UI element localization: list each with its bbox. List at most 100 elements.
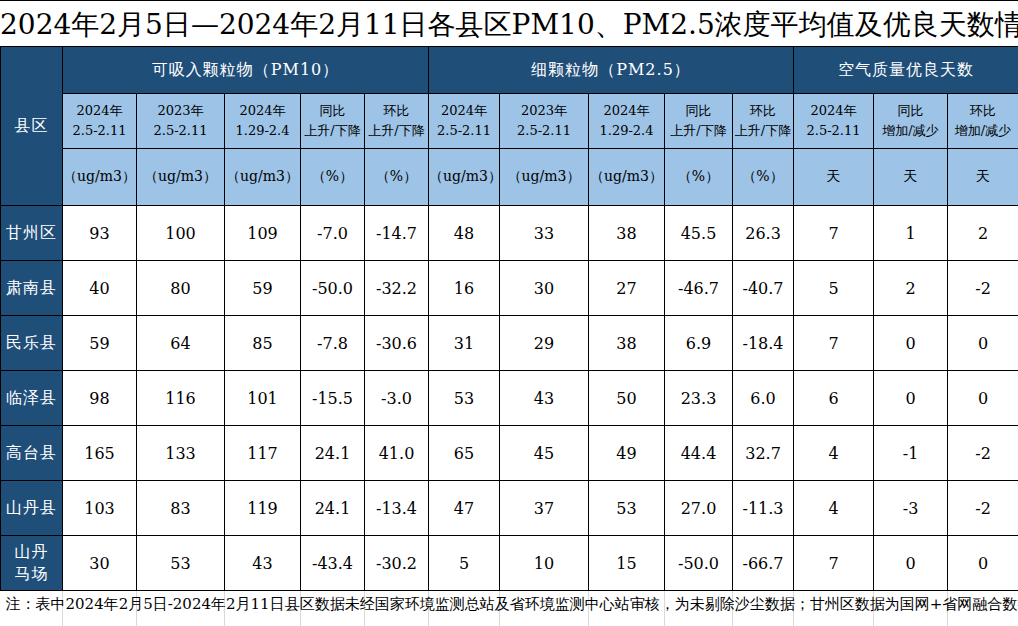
value-cell: -7.0: [301, 206, 365, 261]
value-cell: 30: [63, 536, 137, 591]
value-cell: 48: [429, 206, 500, 261]
table-row-gaotai: 高台县 165 133 117 24.1 41.0 65 45 49 44.4 …: [1, 426, 1018, 481]
value-cell: 6.9: [665, 316, 733, 371]
value-cell: 26.3: [733, 206, 794, 261]
value-cell: -15.5: [301, 371, 365, 426]
col-header: 同比 上升/下降: [301, 94, 365, 149]
corner-header-county: 县区: [1, 47, 63, 206]
value-cell: 7: [794, 316, 874, 371]
county-cell: 高台县: [1, 426, 63, 481]
value-cell: 5: [429, 536, 500, 591]
value-cell: 80: [137, 261, 225, 316]
report-page: 2024年2月5日—2024年2月11日各县区PM10、PM2.5浓度平均值及优…: [0, 0, 1018, 626]
group-header-row: 县区 可吸入颗粒物（PM10） 细颗粒物（PM2.5） 空气质量优良天数: [1, 47, 1018, 94]
value-cell: -30.2: [365, 536, 429, 591]
unit-cell: 天: [874, 149, 948, 206]
group-header-good-days: 空气质量优良天数: [794, 47, 1018, 94]
value-cell: 41.0: [365, 426, 429, 481]
value-cell: 53: [589, 481, 665, 536]
value-cell: 7: [794, 206, 874, 261]
value-cell: 24.1: [301, 481, 365, 536]
value-cell: -11.3: [733, 481, 794, 536]
value-cell: 27.0: [665, 481, 733, 536]
unit-cell: （%）: [301, 149, 365, 206]
col-header: 2024年 2.5-2.11: [63, 94, 137, 149]
value-cell: 6.0: [733, 371, 794, 426]
value-cell: 1: [874, 206, 948, 261]
col-header: 2024年 1.29-2.4: [225, 94, 301, 149]
table-row-shandan-machang: 山丹 马场 30 53 43 -43.4 -30.2 5 10 15 -50.0…: [1, 536, 1018, 591]
value-cell: 31: [429, 316, 500, 371]
value-cell: 0: [874, 316, 948, 371]
value-cell: -40.7: [733, 261, 794, 316]
county-cell: 山丹 马场: [1, 536, 63, 591]
value-cell: -30.6: [365, 316, 429, 371]
value-cell: 0: [874, 371, 948, 426]
value-cell: 23.3: [665, 371, 733, 426]
value-cell: 5: [794, 261, 874, 316]
value-cell: 43: [225, 536, 301, 591]
value-cell: 0: [948, 371, 1018, 426]
table-row-ganzhou: 甘州区 93 100 109 -7.0 -14.7 48 33 38 45.5 …: [1, 206, 1018, 261]
page-title: 2024年2月5日—2024年2月11日各县区PM10、PM2.5浓度平均值及优…: [0, 1, 1018, 46]
footnote-row: 注：表中2024年2月5日-2024年2月11日县区数据未经国家环境监测总站及省…: [1, 591, 1018, 626]
table-row-linze: 临泽县 98 116 101 -15.5 -3.0 53 43 50 23.3 …: [1, 371, 1018, 426]
value-cell: -66.7: [733, 536, 794, 591]
col-header: 2024年 2.5-2.11: [429, 94, 500, 149]
value-cell: 83: [137, 481, 225, 536]
value-cell: 7: [794, 536, 874, 591]
col-header: 2024年 2.5-2.11: [794, 94, 874, 149]
value-cell: 85: [225, 316, 301, 371]
col-header: 环比 上升/下降: [365, 94, 429, 149]
group-header-pm10: 可吸入颗粒物（PM10）: [63, 47, 429, 94]
sub-header-row: 2024年 2.5-2.11 2023年 2.5-2.11 2024年 1.29…: [1, 94, 1018, 149]
value-cell: 119: [225, 481, 301, 536]
unit-cell: （%）: [365, 149, 429, 206]
value-cell: -18.4: [733, 316, 794, 371]
col-header: 环比 上升/下降: [733, 94, 794, 149]
county-cell: 山丹县: [1, 481, 63, 536]
value-cell: -50.0: [665, 536, 733, 591]
col-header: 同比 增加/减少: [874, 94, 948, 149]
county-cell: 临泽县: [1, 371, 63, 426]
table-row-sunan: 肃南县 40 80 59 -50.0 -32.2 16 30 27 -46.7 …: [1, 261, 1018, 316]
value-cell: 45.5: [665, 206, 733, 261]
col-header: 2024年 1.29-2.4: [589, 94, 665, 149]
value-cell: -2: [948, 426, 1018, 481]
county-cell: 肃南县: [1, 261, 63, 316]
value-cell: 65: [429, 426, 500, 481]
value-cell: 53: [137, 536, 225, 591]
value-cell: -3.0: [365, 371, 429, 426]
value-cell: 4: [794, 426, 874, 481]
value-cell: 98: [63, 371, 137, 426]
value-cell: -2: [948, 261, 1018, 316]
unit-cell: （ug/m3）: [589, 149, 665, 206]
value-cell: 50: [589, 371, 665, 426]
col-header: 同比 上升/下降: [665, 94, 733, 149]
value-cell: -13.4: [365, 481, 429, 536]
unit-cell: （ug/m3）: [500, 149, 589, 206]
value-cell: 43: [500, 371, 589, 426]
value-cell: -3: [874, 481, 948, 536]
value-cell: 59: [225, 261, 301, 316]
value-cell: -14.7: [365, 206, 429, 261]
units-row: （ug/m3） （ug/m3） （ug/m3） （%） （%） （ug/m3） …: [1, 149, 1018, 206]
value-cell: 47: [429, 481, 500, 536]
table-row-minle: 民乐县 59 64 85 -7.8 -30.6 31 29 38 6.9 -18…: [1, 316, 1018, 371]
value-cell: 117: [225, 426, 301, 481]
value-cell: 49: [589, 426, 665, 481]
unit-cell: （ug/m3）: [225, 149, 301, 206]
value-cell: -7.8: [301, 316, 365, 371]
value-cell: -50.0: [301, 261, 365, 316]
value-cell: 44.4: [665, 426, 733, 481]
value-cell: -43.4: [301, 536, 365, 591]
unit-cell: （%）: [665, 149, 733, 206]
value-cell: 109: [225, 206, 301, 261]
value-cell: 103: [63, 481, 137, 536]
value-cell: 4: [794, 481, 874, 536]
unit-cell: （ug/m3）: [429, 149, 500, 206]
unit-cell: 天: [794, 149, 874, 206]
col-header: 环比 增加/减少: [948, 94, 1018, 149]
group-header-pm25: 细颗粒物（PM2.5）: [429, 47, 794, 94]
value-cell: 37: [500, 481, 589, 536]
